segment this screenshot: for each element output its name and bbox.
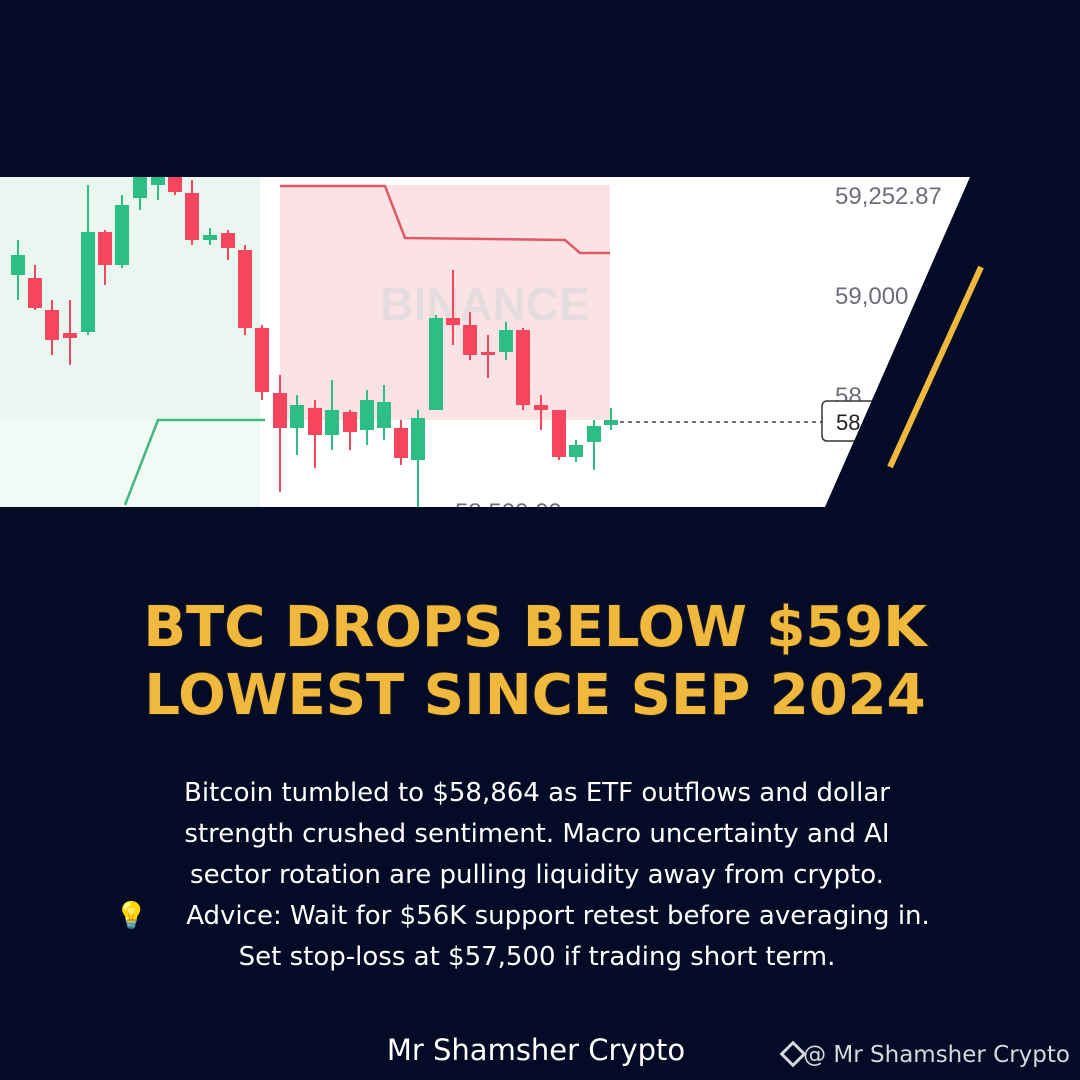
candle-body: [429, 318, 443, 410]
candle-body: [463, 325, 477, 355]
candle-body: [168, 177, 182, 192]
axis-label: 59,000: [835, 283, 908, 310]
candle-body: [446, 318, 460, 325]
candle-body: [411, 418, 425, 460]
candle-body: [28, 278, 42, 308]
credit: @ Mr Shamsher Crypto: [803, 1042, 1070, 1068]
candle-body: [552, 410, 566, 457]
candle-body: [308, 408, 322, 435]
logo: [779, 1040, 807, 1068]
headline: BTC DROPS BELOW $59K: [143, 595, 929, 660]
candles: [11, 177, 618, 507]
candle-body: [534, 405, 548, 410]
lower-band: [123, 418, 265, 506]
icon: 💡: [115, 900, 147, 931]
candle-body: [516, 330, 530, 405]
accent-line: [887, 265, 984, 469]
candle-body: [203, 235, 217, 240]
upper-band: [280, 184, 610, 255]
candle-body: [569, 445, 583, 457]
candle-body: [343, 412, 357, 432]
candle-body: [81, 232, 95, 332]
headline: LOWEST SINCE SEP 2024: [144, 663, 925, 728]
body-line: strength crushed sentiment. Macro uncert…: [184, 819, 889, 849]
green-zone-lower: [0, 420, 260, 507]
candle-body: [377, 402, 391, 428]
candle-body: [221, 233, 235, 248]
chart-image: BINANCE 59,252.87 59,000 58. 58,500.00 5…: [0, 177, 942, 526]
body-line: Set stop-loss at $57,500 if trading shor…: [239, 942, 836, 972]
candle-body: [185, 193, 199, 240]
candle-body: [133, 177, 147, 198]
candle-body: [360, 400, 374, 430]
body-line: Advice: Wait for $56K support retest bef…: [186, 901, 930, 931]
candle-body: [45, 310, 59, 340]
candle-body: [98, 232, 112, 265]
candle-body: [481, 352, 495, 355]
watermark: BINANCE: [380, 278, 590, 330]
author: Mr Shamsher Crypto: [387, 1033, 685, 1067]
candle-body: [255, 328, 269, 392]
candle-body: [11, 255, 25, 275]
axis-label: 58,500.00: [455, 499, 562, 526]
body-line: sector rotation are pulling liquidity aw…: [190, 860, 884, 890]
candle-body: [499, 330, 513, 352]
price-tag: 58: [836, 410, 860, 435]
candle-body: [115, 205, 129, 265]
candle-body: [290, 405, 304, 428]
candle-body: [63, 333, 77, 338]
body-line: Bitcoin tumbled to $58,864 as ETF outflo…: [184, 778, 890, 808]
pink-zone: [280, 185, 610, 420]
candle-body: [394, 428, 408, 458]
candle-body: [587, 426, 601, 442]
logo-mark: [779, 1040, 807, 1068]
candle-body: [151, 177, 165, 185]
candle-body: [604, 420, 618, 425]
candle-body: [238, 250, 252, 328]
candle-body: [273, 393, 287, 428]
axis-label: 59,252.87: [835, 183, 942, 210]
candle-body: [325, 410, 339, 435]
